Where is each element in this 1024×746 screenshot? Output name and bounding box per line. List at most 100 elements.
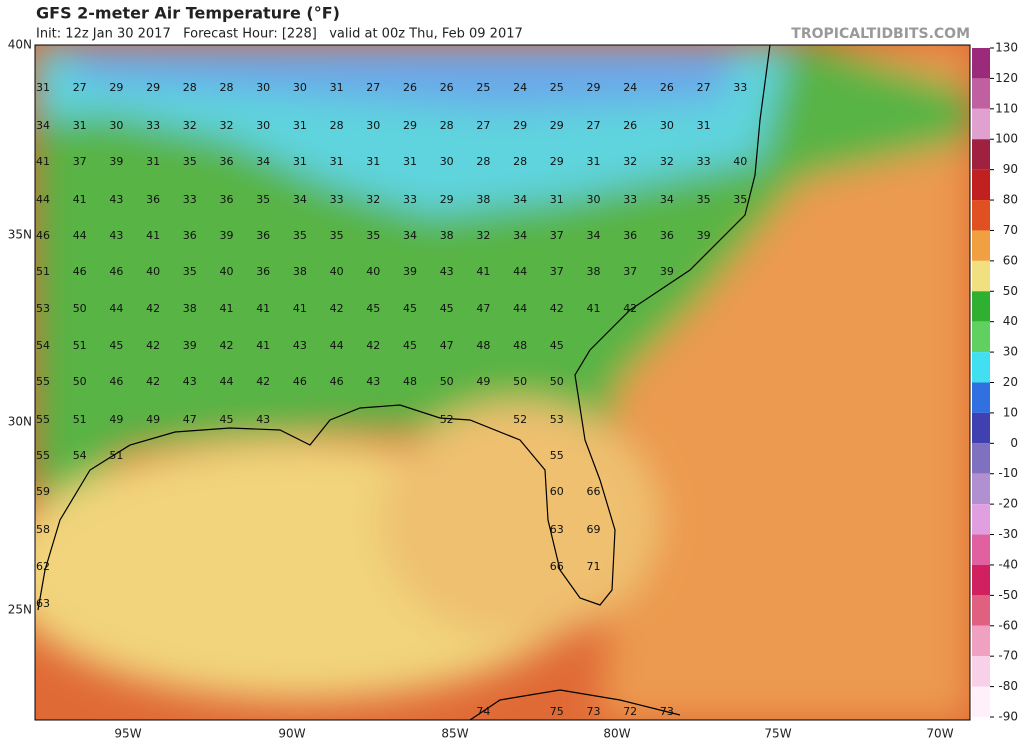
station-value: 71	[587, 560, 601, 573]
lat-label: 30N	[8, 415, 32, 429]
station-value: 42	[366, 339, 380, 352]
station-value: 27	[697, 81, 711, 94]
station-value: 43	[366, 375, 380, 388]
colorbar-label: 110	[995, 101, 1018, 115]
colorbar-segment	[972, 78, 990, 109]
station-value: 33	[330, 193, 344, 206]
station-value: 41	[293, 302, 307, 315]
station-value: 45	[550, 339, 564, 352]
station-value: 31	[697, 119, 711, 132]
station-value: 41	[73, 193, 87, 206]
station-value: 34	[293, 193, 307, 206]
station-value: 33	[623, 193, 637, 206]
station-value: 46	[36, 229, 50, 242]
station-value: 40	[330, 265, 344, 278]
station-value: 34	[660, 193, 674, 206]
station-value: 55	[36, 449, 50, 462]
colorbar-label: 0	[1010, 436, 1018, 450]
station-value: 38	[587, 265, 601, 278]
colorbar-segment	[972, 473, 990, 505]
station-value: 31	[146, 155, 160, 168]
station-value: 45	[403, 339, 417, 352]
station-value: 43	[109, 193, 123, 206]
station-value: 31	[403, 155, 417, 168]
colorbar-segment	[972, 382, 990, 413]
station-value: 31	[293, 155, 307, 168]
station-value: 38	[293, 265, 307, 278]
station-value: 25	[550, 81, 564, 94]
station-value: 43	[293, 339, 307, 352]
station-value: 41	[256, 339, 270, 352]
station-value: 30	[366, 119, 380, 132]
station-value: 36	[220, 155, 234, 168]
colorbar-label: 120	[995, 71, 1018, 85]
station-value: 37	[73, 155, 87, 168]
title: GFS 2-meter Air Temperature (°F)	[36, 4, 340, 23]
station-value: 32	[623, 155, 637, 168]
colorbar-segment	[972, 504, 990, 535]
colorbar-segment	[972, 412, 990, 444]
station-value: 27	[73, 81, 87, 94]
station-value: 40	[733, 155, 747, 168]
station-value: 31	[293, 119, 307, 132]
station-value: 39	[109, 155, 123, 168]
station-value: 31	[330, 155, 344, 168]
station-value: 49	[109, 413, 123, 426]
station-value: 51	[73, 413, 87, 426]
station-value: 32	[183, 119, 197, 132]
lat-label: 25N	[8, 603, 32, 617]
station-value: 53	[36, 302, 50, 315]
station-value: 69	[587, 523, 601, 536]
station-value: 28	[330, 119, 344, 132]
colorbar-label: 20	[1003, 375, 1018, 389]
station-value: 27	[366, 81, 380, 94]
colorbar-segment	[972, 260, 990, 292]
station-value: 34	[513, 193, 527, 206]
station-value: 32	[660, 155, 674, 168]
colorbar-label: 60	[1003, 253, 1018, 267]
station-value: 46	[73, 265, 87, 278]
colorbar-segment	[972, 595, 990, 626]
station-value: 63	[36, 597, 50, 610]
station-value: 41	[256, 302, 270, 315]
station-value: 53	[550, 413, 564, 426]
station-value: 33	[146, 119, 160, 132]
station-value: 31	[330, 81, 344, 94]
station-value: 42	[330, 302, 344, 315]
station-value: 44	[73, 229, 87, 242]
station-value: 59	[36, 485, 50, 498]
station-value: 24	[623, 81, 637, 94]
colorbar-label: -90	[998, 710, 1018, 724]
station-value: 29	[403, 119, 417, 132]
station-value: 75	[550, 705, 564, 718]
station-value: 38	[476, 193, 490, 206]
station-value: 35	[183, 265, 197, 278]
station-value: 35	[293, 229, 307, 242]
station-value: 29	[109, 81, 123, 94]
station-value: 44	[109, 302, 123, 315]
station-value: 37	[550, 229, 564, 242]
lon-label: 80W	[603, 727, 630, 741]
colorbar-label: -60	[998, 618, 1018, 632]
station-value: 46	[330, 375, 344, 388]
station-value: 34	[513, 229, 527, 242]
station-value: 33	[403, 193, 417, 206]
station-value: 41	[36, 155, 50, 168]
station-value: 44	[513, 302, 527, 315]
station-value: 27	[587, 119, 601, 132]
subtitle: Init: 12z Jan 30 2017 Forecast Hour: [22…	[36, 27, 523, 42]
colorbar-label: 10	[1003, 405, 1018, 419]
station-value: 46	[293, 375, 307, 388]
station-value: 26	[660, 81, 674, 94]
colorbar-segment	[972, 200, 990, 231]
station-value: 51	[36, 265, 50, 278]
station-value: 37	[623, 265, 637, 278]
station-value: 30	[256, 81, 270, 94]
station-value: 29	[146, 81, 160, 94]
colorbar-segment	[972, 108, 990, 140]
lon-label: 75W	[764, 727, 791, 741]
station-value: 43	[256, 413, 270, 426]
station-value: 51	[73, 339, 87, 352]
station-value: 52	[513, 413, 527, 426]
station-value: 43	[183, 375, 197, 388]
